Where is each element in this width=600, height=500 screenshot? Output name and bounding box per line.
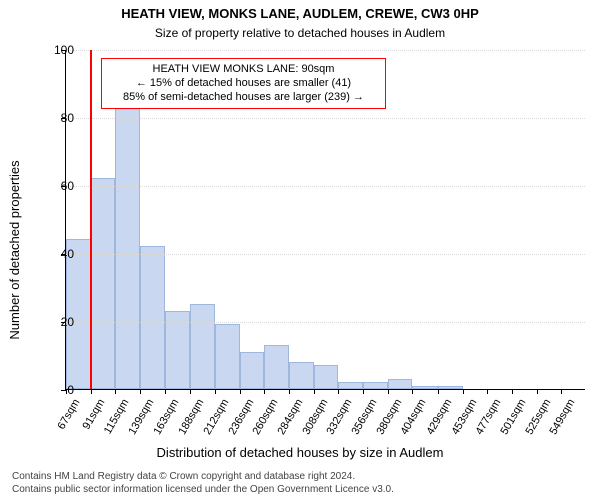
histogram-bar: [91, 178, 116, 389]
chart-subtitle: Size of property relative to detached ho…: [0, 26, 600, 40]
xtick-mark: [190, 389, 191, 394]
xtick-mark: [314, 389, 315, 394]
histogram-bar: [314, 365, 339, 389]
credits-line-1: Contains HM Land Registry data © Crown c…: [12, 471, 394, 484]
chart-title: HEATH VIEW, MONKS LANE, AUDLEM, CREWE, C…: [0, 6, 600, 21]
histogram-bar: [412, 386, 438, 389]
ytick-label: 100: [34, 43, 74, 57]
xtick-mark: [91, 389, 92, 394]
ytick-label: 20: [34, 315, 74, 329]
histogram-bar: [140, 246, 165, 389]
xtick-mark: [388, 389, 389, 394]
histogram-bar: [438, 386, 463, 389]
histogram-bar: [388, 379, 413, 389]
credits: Contains HM Land Registry data © Crown c…: [12, 471, 394, 496]
xtick-mark: [215, 389, 216, 394]
xtick-mark: [512, 389, 513, 394]
grid-line: [66, 254, 585, 255]
xtick-mark: [561, 389, 562, 394]
histogram-bar: [115, 93, 140, 389]
xtick-mark: [338, 389, 339, 394]
histogram-bar: [190, 304, 215, 389]
ytick-label: 40: [34, 247, 74, 261]
xtick-label: 67sqm: [55, 397, 82, 432]
xtick-mark: [289, 389, 290, 394]
xtick-mark: [412, 389, 413, 394]
xtick-mark: [463, 389, 464, 394]
grid-line: [66, 50, 585, 51]
xtick-mark: [165, 389, 166, 394]
histogram-bar: [264, 345, 289, 389]
xtick-mark: [537, 389, 538, 394]
ytick-label: 60: [34, 179, 74, 193]
annotation-line: HEATH VIEW MONKS LANE: 90sqm: [110, 63, 377, 77]
histogram-bar: [215, 324, 240, 389]
x-axis-label: Distribution of detached houses by size …: [0, 445, 600, 460]
ytick-label: 0: [34, 383, 74, 397]
xtick-mark: [363, 389, 364, 394]
histogram-bar: [240, 352, 265, 389]
xtick-mark: [115, 389, 116, 394]
histogram-bar: [289, 362, 314, 389]
y-axis-label: Number of detached properties: [7, 160, 22, 339]
grid-line: [66, 322, 585, 323]
annotation-box: HEATH VIEW MONKS LANE: 90sqm← 15% of det…: [101, 58, 386, 109]
credits-line-2: Contains public sector information licen…: [12, 484, 394, 497]
histogram-bar: [363, 382, 388, 389]
xtick-mark: [140, 389, 141, 394]
grid-line: [66, 186, 585, 187]
plot-area: 67sqm91sqm115sqm139sqm163sqm188sqm212sqm…: [65, 50, 585, 390]
annotation-line: ← 15% of detached houses are smaller (41…: [110, 77, 377, 91]
xtick-mark: [264, 389, 265, 394]
grid-line: [66, 118, 585, 119]
xtick-mark: [240, 389, 241, 394]
ytick-label: 80: [34, 111, 74, 125]
annotation-line: 85% of semi-detached houses are larger (…: [110, 91, 377, 105]
property-marker-line: [90, 50, 92, 389]
xtick-mark: [438, 389, 439, 394]
xtick-mark: [487, 389, 488, 394]
histogram-bar: [338, 382, 363, 389]
